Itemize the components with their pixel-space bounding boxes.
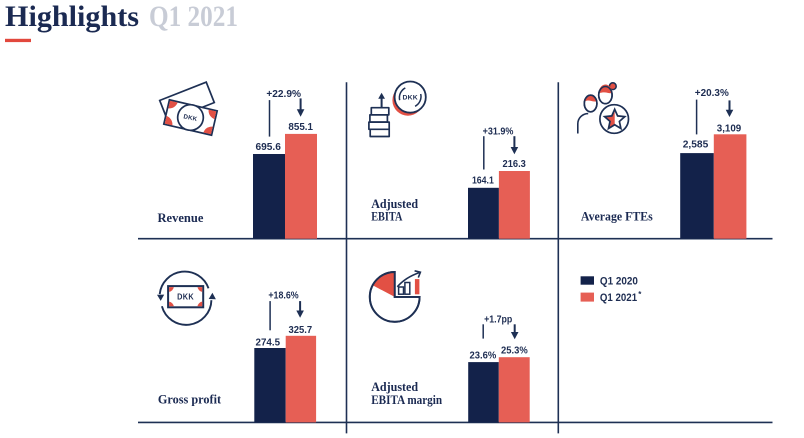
svg-text:Average FTEs: Average FTEs bbox=[581, 209, 653, 224]
svg-text:Adjusted: Adjusted bbox=[371, 196, 419, 211]
svg-text:*: * bbox=[638, 290, 642, 299]
svg-text:+22.9%: +22.9% bbox=[266, 88, 301, 100]
svg-text:EBITA: EBITA bbox=[371, 208, 403, 223]
svg-text:+31.9%: +31.9% bbox=[483, 125, 514, 137]
svg-text:25.3%: 25.3% bbox=[501, 345, 528, 357]
svg-text:EBITA margin: EBITA margin bbox=[371, 392, 443, 407]
svg-text:Adjusted: Adjusted bbox=[371, 379, 419, 394]
svg-text:325.7: 325.7 bbox=[288, 324, 312, 336]
svg-text:23.6%: 23.6% bbox=[470, 349, 497, 361]
svg-text:DKK: DKK bbox=[177, 293, 194, 302]
svg-text:Highlights: Highlights bbox=[5, 0, 139, 33]
svg-text:855.1: 855.1 bbox=[288, 121, 313, 133]
svg-text:DKK: DKK bbox=[402, 95, 417, 102]
svg-text:+1.7pp: +1.7pp bbox=[484, 313, 512, 325]
svg-text:164.1: 164.1 bbox=[472, 175, 494, 187]
svg-text:Q1 2021: Q1 2021 bbox=[600, 292, 637, 304]
svg-text:695.6: 695.6 bbox=[255, 141, 281, 153]
svg-text:Gross profit: Gross profit bbox=[158, 392, 222, 407]
svg-text:Revenue: Revenue bbox=[158, 210, 204, 225]
svg-text:DKK: DKK bbox=[183, 113, 199, 123]
svg-text:216.3: 216.3 bbox=[503, 158, 526, 170]
svg-text:2,585: 2,585 bbox=[683, 138, 709, 150]
svg-text:+18.6%: +18.6% bbox=[268, 289, 299, 301]
svg-text:Q1 2021: Q1 2021 bbox=[149, 0, 238, 33]
svg-text:+20.3%: +20.3% bbox=[695, 87, 730, 99]
svg-text:274.5: 274.5 bbox=[256, 337, 281, 349]
svg-text:3,109: 3,109 bbox=[717, 123, 742, 135]
svg-text:Q1 2020: Q1 2020 bbox=[600, 275, 638, 287]
